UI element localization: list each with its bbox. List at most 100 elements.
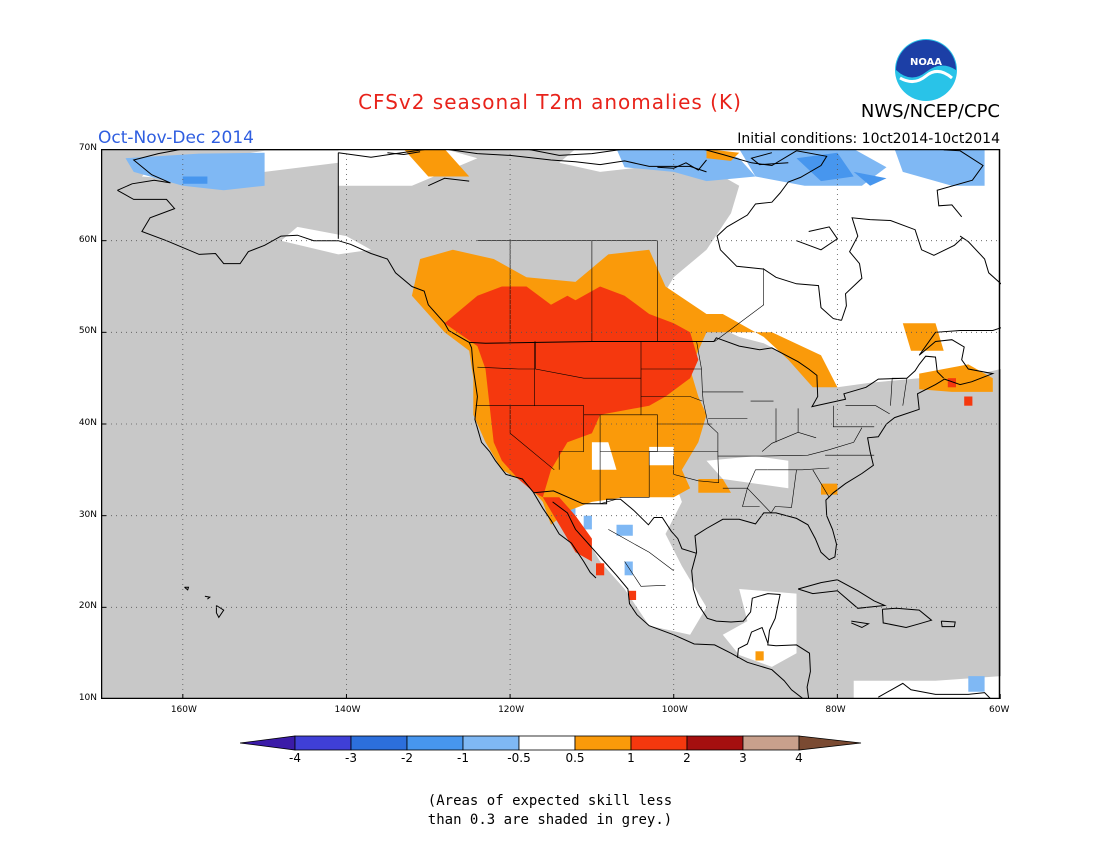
coastline (750, 152, 789, 166)
latitude-label: 40N (78, 418, 97, 428)
state-border (845, 405, 890, 415)
near-normal-area (706, 456, 789, 489)
color-scale-segment (518, 735, 576, 751)
color-scale-label: -4 (289, 751, 301, 765)
latitude-label: 60N (78, 234, 97, 245)
below-normal-area (796, 152, 854, 182)
state-border (608, 529, 674, 571)
near-normal-area (591, 442, 617, 470)
coastline (691, 235, 1001, 699)
coastline (526, 149, 625, 156)
coastline (117, 149, 183, 191)
below-normal-area (894, 149, 985, 186)
map-frame (101, 149, 1001, 699)
above-normal-strong-area (964, 396, 973, 406)
coastline (878, 682, 992, 699)
below-normal-area (583, 515, 592, 530)
color-scale-bar (240, 735, 862, 751)
below-normal-area (853, 171, 887, 186)
color-scale-segment (630, 735, 688, 751)
coastline (469, 337, 945, 408)
longitude-label: 60W (989, 705, 1010, 715)
above-normal-strong-area (542, 497, 592, 562)
state-border (722, 487, 760, 507)
coastline (117, 189, 597, 579)
near-normal-area (853, 676, 1001, 699)
coastline (796, 226, 839, 251)
latitude-label: 50N (78, 326, 97, 337)
coastline (940, 620, 956, 628)
color-scale-segment (406, 735, 464, 751)
longitude-label: 140W (334, 705, 361, 715)
coastline (702, 149, 842, 321)
longitude-label: 160W (170, 705, 197, 715)
coastline (533, 490, 697, 554)
longitude-label: 80W (825, 705, 846, 715)
above-normal-area (403, 149, 470, 177)
color-scale-label: 0.5 (565, 751, 585, 765)
color-scale-segment (686, 735, 744, 751)
state-border (714, 268, 765, 342)
state-border (535, 341, 641, 379)
state-border (812, 469, 830, 498)
above-normal-strong-area (596, 563, 605, 576)
agency-label: NWS/NCEP/CPC (860, 101, 1000, 122)
coastline (387, 151, 421, 156)
coastline (204, 595, 211, 600)
state-border (761, 431, 817, 452)
color-scale-segment (350, 735, 408, 751)
state-border (747, 469, 772, 514)
forecast-period: Oct-Nov-Dec 2014 (98, 128, 254, 148)
color-scale-label: -1 (457, 751, 469, 765)
latitude-label: 20N (78, 601, 97, 612)
coastline (428, 177, 470, 187)
noaa-logo-text: NOAA (910, 57, 942, 68)
coastline (936, 149, 984, 218)
coastline (881, 607, 933, 629)
color-scale-label: 2 (683, 751, 691, 765)
coastline (215, 605, 225, 619)
below-normal-area (616, 524, 633, 536)
above-normal-area (821, 483, 838, 495)
longitude-label: 120W (498, 705, 525, 715)
color-scale-segment (742, 735, 800, 751)
color-scale-arrow-high (798, 735, 862, 751)
color-scale-arrow-low (240, 735, 296, 751)
color-scale-segment (294, 735, 352, 751)
state-border (600, 498, 617, 505)
coastline (851, 620, 871, 629)
latitude-label: 30N (78, 509, 97, 520)
below-normal-area (182, 176, 208, 184)
noaa-logo: NOAA (895, 39, 957, 101)
below-normal-area (125, 152, 265, 191)
above-normal-strong-area (444, 286, 699, 498)
state-border (832, 405, 875, 428)
color-scale-segment (462, 735, 520, 751)
state-border (759, 427, 863, 457)
coastline (797, 579, 887, 609)
coastline (841, 217, 963, 321)
color-scale-label: -2 (401, 751, 413, 765)
state-border (624, 561, 666, 587)
initial-conditions: Initial conditions: 10ct2014-10ct2014 (737, 131, 1000, 147)
skill-note: (Areas of expected skill less than 0.3 a… (0, 792, 1100, 830)
state-border (796, 467, 830, 471)
state-border (696, 341, 719, 483)
coastline (737, 626, 769, 658)
coastline (338, 149, 707, 173)
coastline (552, 501, 809, 699)
color-scale-segment (574, 735, 632, 751)
skill-note-line-2: than 0.3 are shaded in grey.) (427, 812, 673, 828)
state-border (673, 456, 719, 483)
coastline (184, 586, 190, 591)
above-normal-strong-area (628, 590, 637, 600)
above-normal-area (755, 651, 764, 661)
color-scale-label: 1 (627, 751, 635, 765)
coastline (657, 159, 707, 171)
latitude-label: 70N (78, 143, 97, 153)
longitude-label: 100W (661, 705, 688, 715)
skill-note-line-1: (Areas of expected skill less (427, 793, 673, 809)
color-scale-label: -0.5 (507, 751, 531, 765)
near-normal-area (649, 446, 674, 466)
color-scale-label: 3 (739, 751, 747, 765)
